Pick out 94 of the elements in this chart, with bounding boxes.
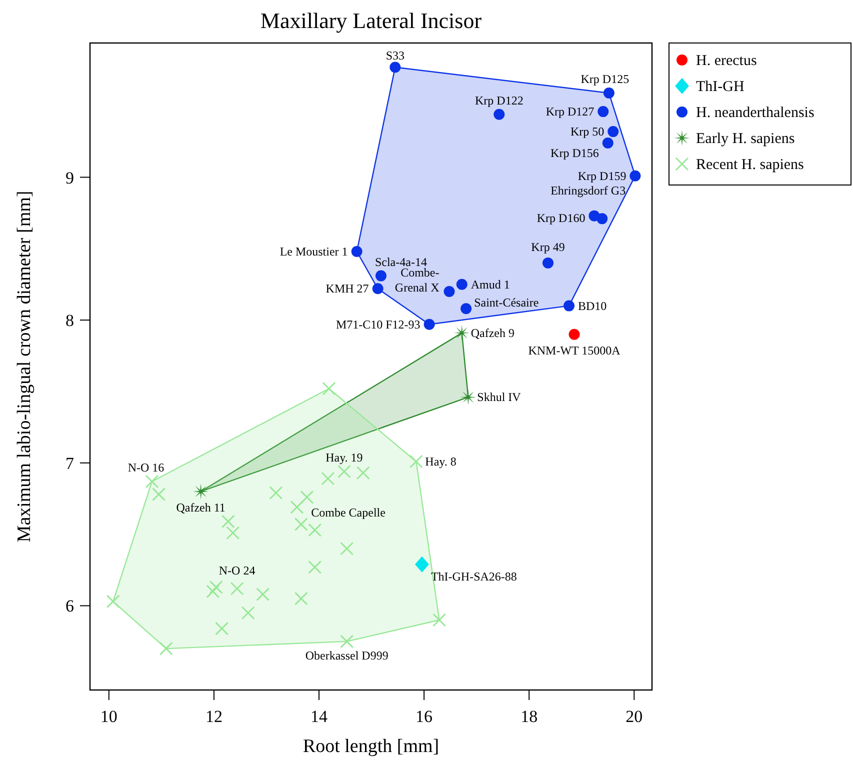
point (603, 87, 614, 98)
annotation: Krp D125 (580, 72, 630, 86)
point (209, 580, 223, 594)
point (454, 324, 470, 341)
point (414, 556, 429, 572)
annotation: Skhul IV (477, 390, 522, 404)
legend-label: H. neanderthalensis (696, 105, 814, 121)
legend-label: H. erectus (696, 53, 757, 69)
legend-label: Early H. sapiens (696, 131, 795, 147)
point (340, 634, 354, 648)
point (444, 286, 455, 298)
point (390, 62, 401, 73)
chart-title: Maxillary Lateral Incisor (260, 8, 482, 33)
x-tick-label: 12 (205, 707, 222, 726)
point (432, 613, 446, 627)
point (241, 606, 255, 620)
annotation: Combe Capelle (311, 505, 386, 520)
point (152, 488, 166, 502)
point (602, 137, 614, 148)
point (460, 389, 476, 406)
point (256, 588, 270, 602)
point (145, 474, 159, 488)
annotation: Krp 50 (570, 124, 604, 139)
x-tick-label: 18 (520, 707, 538, 726)
point (494, 108, 505, 120)
point (230, 582, 244, 596)
annotation: Krp 49 (531, 240, 565, 254)
point (300, 490, 314, 504)
x-tick-label: 16 (416, 707, 433, 726)
annotation: Saint-Césaire (474, 296, 539, 310)
point (608, 126, 619, 138)
point (294, 518, 308, 532)
point (564, 300, 575, 312)
point (340, 542, 354, 556)
point (308, 560, 322, 574)
legend-label: ThI-GH (696, 79, 744, 95)
x-axis-title: Root length [mm] (302, 736, 440, 757)
point (598, 106, 609, 118)
annotation: Krp D127 (546, 104, 594, 119)
annotation: Le Moustier 1 (280, 244, 348, 259)
annotation: Krp D122 (474, 93, 524, 108)
annotation: Ehringsdorf G3 (550, 184, 626, 198)
y-tick-label: 8 (66, 311, 74, 330)
y-tick-label: 9 (66, 168, 74, 188)
y-tick-label: 7 (66, 454, 74, 473)
x-tick-label: 10 (100, 707, 118, 726)
point (294, 592, 308, 606)
annotation: N-O 24 (218, 564, 256, 578)
point (226, 526, 240, 540)
annotation: KMH 27 (326, 282, 369, 296)
point (321, 472, 335, 486)
annotation: N-O 16 (128, 460, 164, 474)
y-tick-label: 6 (66, 596, 74, 616)
annotation: Qafzeh 11 (176, 500, 226, 514)
annotation: Krp D159 (578, 168, 626, 183)
y-axis-title: Maximum labio-lingual crown diameter [mm] (14, 190, 35, 542)
annotation: BD10 (578, 298, 607, 313)
annotation: Qafzeh 9 (470, 326, 515, 340)
point (456, 278, 468, 290)
annotation: KNM-WT 15000A (528, 343, 621, 358)
legend-label: Recent H. sapiens (696, 157, 804, 173)
point (106, 594, 120, 608)
annotation: Krp D156 (550, 146, 599, 160)
point (356, 466, 370, 480)
point (409, 454, 423, 468)
x-tick-label: 14 (310, 707, 328, 726)
point (372, 283, 384, 294)
point (206, 584, 220, 598)
point (192, 483, 209, 500)
annotation: M71-C10 F12-93 (336, 317, 420, 332)
annotation: Hay. 19 (326, 450, 363, 464)
annotation: S33 (386, 48, 405, 62)
point (221, 514, 235, 528)
point (424, 318, 435, 330)
annotation: Amud 1 (470, 277, 510, 292)
point (588, 210, 600, 222)
point (290, 500, 304, 514)
point (322, 382, 336, 396)
point (375, 270, 386, 282)
annotation: Krp D160 (536, 210, 586, 225)
point (269, 486, 283, 500)
point (337, 464, 351, 478)
annotation: Hay. 8 (425, 454, 456, 468)
annotation: Oberkassel D999 (305, 648, 388, 662)
point (568, 328, 580, 340)
point (460, 303, 472, 314)
point (308, 523, 322, 537)
point (630, 170, 641, 182)
point (215, 622, 229, 636)
point (159, 642, 173, 656)
annotation: ThI-GH-SA26-88 (430, 569, 517, 584)
point (542, 257, 554, 268)
x-tick-label: 20 (626, 707, 643, 726)
point (351, 246, 362, 258)
